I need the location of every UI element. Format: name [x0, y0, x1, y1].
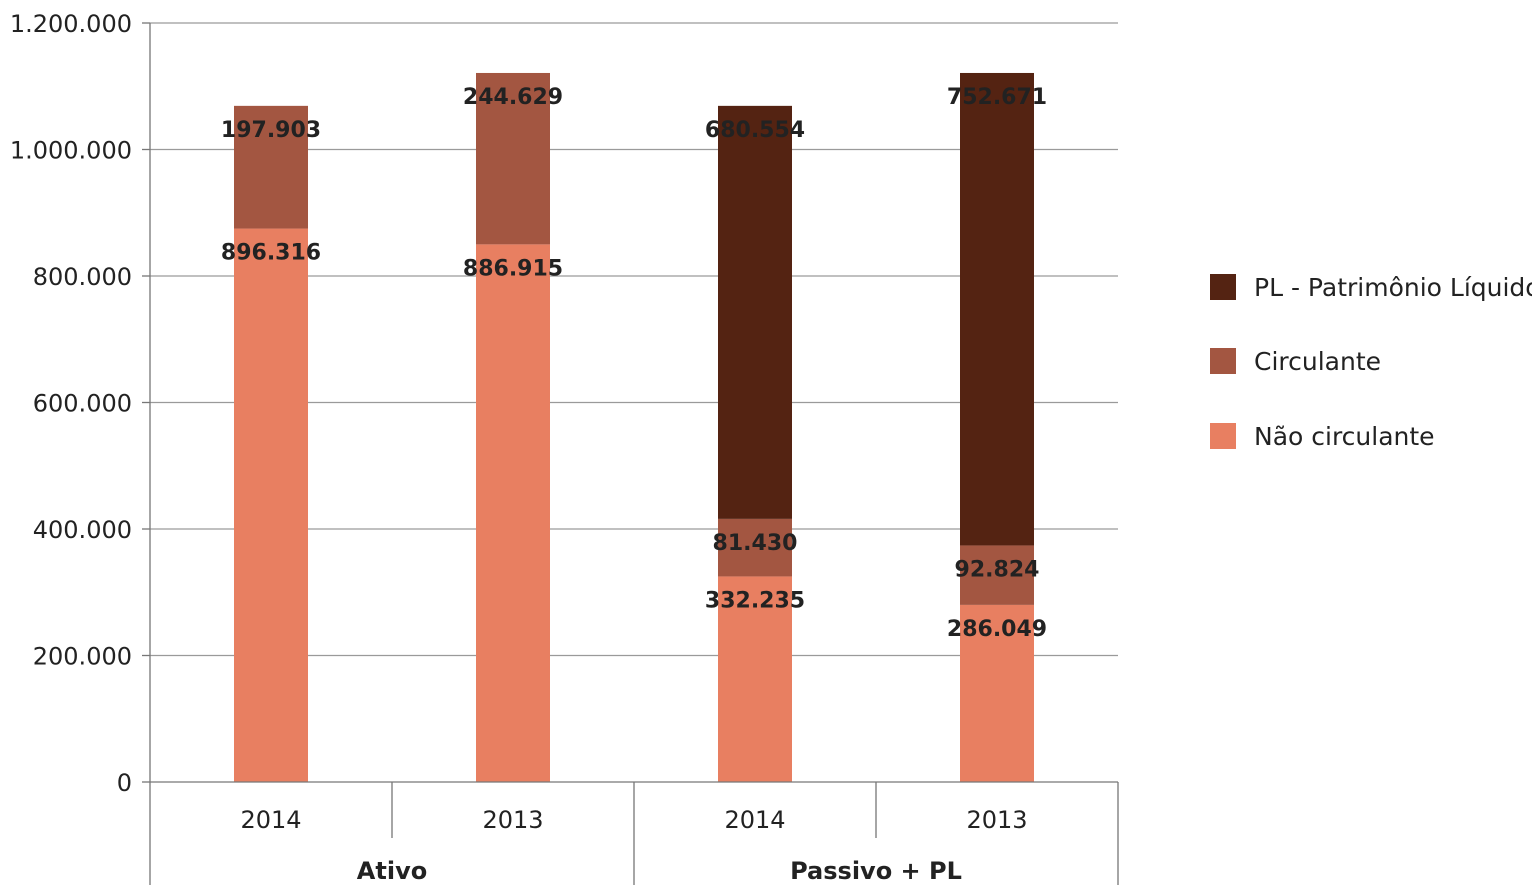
bar-segment	[718, 105, 792, 519]
x-category-label: 2013	[482, 806, 543, 834]
legend: PL - Patrimônio Líquido Circulante Não cir…	[1210, 273, 1532, 451]
data-label: 680.554	[705, 118, 805, 143]
bar-segment	[718, 576, 792, 782]
legend-swatch	[1210, 348, 1236, 374]
legend-swatch	[1210, 423, 1236, 449]
y-tick-label: 600.000	[33, 390, 132, 418]
x-category-label: 2014	[724, 806, 785, 834]
data-label: 92.824	[955, 557, 1040, 582]
y-tick-label: 1.000.000	[10, 137, 132, 165]
data-label: 286.049	[947, 617, 1047, 642]
legend-label: PL - Patrimônio Líquido	[1254, 273, 1532, 302]
data-labels: 896.316 197.903 886.915 244.629 332.235 81.43…	[221, 85, 1047, 642]
bar-segment	[476, 72, 550, 245]
data-label: 244.629	[463, 85, 563, 110]
bar-segment	[960, 604, 1034, 782]
data-label: 81.430	[713, 531, 798, 556]
bar-segment	[960, 72, 1034, 546]
y-tick-label: 1.200.000	[10, 10, 132, 38]
bar-segment	[234, 105, 308, 229]
legend-swatch	[1210, 274, 1236, 300]
x-group-label: Ativo	[357, 857, 427, 885]
data-label: 197.903	[221, 118, 321, 143]
axes	[142, 22, 1119, 885]
y-tick-label: 400.000	[33, 516, 132, 544]
bar-segment	[234, 228, 308, 782]
data-label: 752.671	[947, 85, 1047, 110]
legend-label: Circulante	[1254, 347, 1381, 376]
x-group-label: Passivo + PL	[790, 857, 962, 885]
bar-segment	[718, 518, 792, 577]
y-tick-label: 0	[117, 769, 132, 797]
y-tick-labels: 0 200.000 400.000 600.000 800.000 1.000.000 1.…	[10, 10, 132, 797]
y-tick-label: 800.000	[33, 263, 132, 291]
y-tick-label: 200.000	[33, 643, 132, 671]
x-category-label: 2014	[240, 806, 301, 834]
data-label: 896.316	[221, 241, 321, 266]
data-label: 332.235	[705, 588, 805, 613]
data-label: 886.915	[463, 256, 563, 281]
grid-lines	[150, 22, 1118, 657]
bars	[234, 72, 1034, 782]
bar-segment	[476, 244, 550, 782]
legend-label: Não circulante	[1254, 422, 1435, 451]
x-category-label: 2013	[966, 806, 1027, 834]
bar-segment	[960, 545, 1034, 605]
x-category-labels: 2014 2013 2014 2013 Ativo Passivo + PL	[240, 806, 1027, 885]
